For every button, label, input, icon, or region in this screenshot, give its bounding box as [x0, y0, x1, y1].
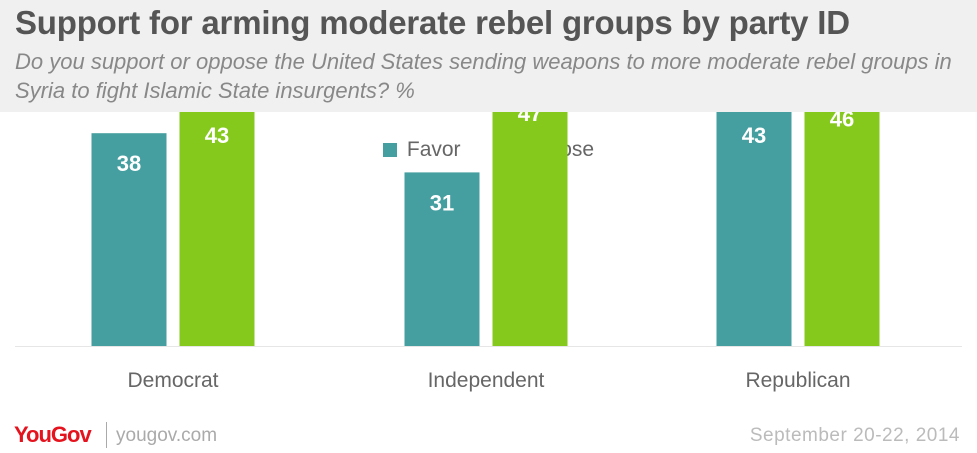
data-label-oppose-republican: 46	[830, 112, 854, 131]
bar-oppose-republican	[804, 112, 880, 347]
category-label-republican: Republican	[745, 369, 850, 392]
legend-item-favor: Favor	[382, 138, 461, 162]
bar-oppose-independent	[492, 112, 568, 347]
category-label-independent: Independent	[428, 369, 545, 392]
legend-label-favor: Favor	[406, 138, 461, 161]
footer-date: September 20-22, 2014	[749, 425, 960, 446]
data-label-oppose-independent: 47	[518, 112, 542, 126]
category-label-democrat: Democrat	[127, 369, 218, 392]
chart-subtitle: Do you support or oppose the United Stat…	[15, 49, 952, 103]
legend-swatch-favor	[382, 143, 397, 157]
bar-favor-democrat	[91, 133, 167, 346]
bar-oppose-democrat	[179, 112, 255, 346]
footer-divider	[106, 422, 107, 448]
data-label-favor-independent: 31	[430, 190, 454, 215]
header-band: Support for arming moderate rebel groups…	[0, 0, 977, 112]
bar-favor-independent	[404, 172, 480, 346]
chart-title: Support for arming moderate rebel groups…	[15, 4, 850, 41]
data-label-favor-democrat: 38	[117, 151, 141, 176]
data-label-oppose-democrat: 43	[205, 123, 229, 148]
data-label-favor-republican: 43	[742, 123, 766, 148]
footer-site: yougov.com	[116, 425, 218, 446]
bar-favor-republican	[716, 112, 792, 346]
yougov-logo: YouGov	[14, 422, 92, 447]
bar-chart: 38 43 Democrat 31 47 Independent 43 46 Republica…	[15, 112, 962, 392]
